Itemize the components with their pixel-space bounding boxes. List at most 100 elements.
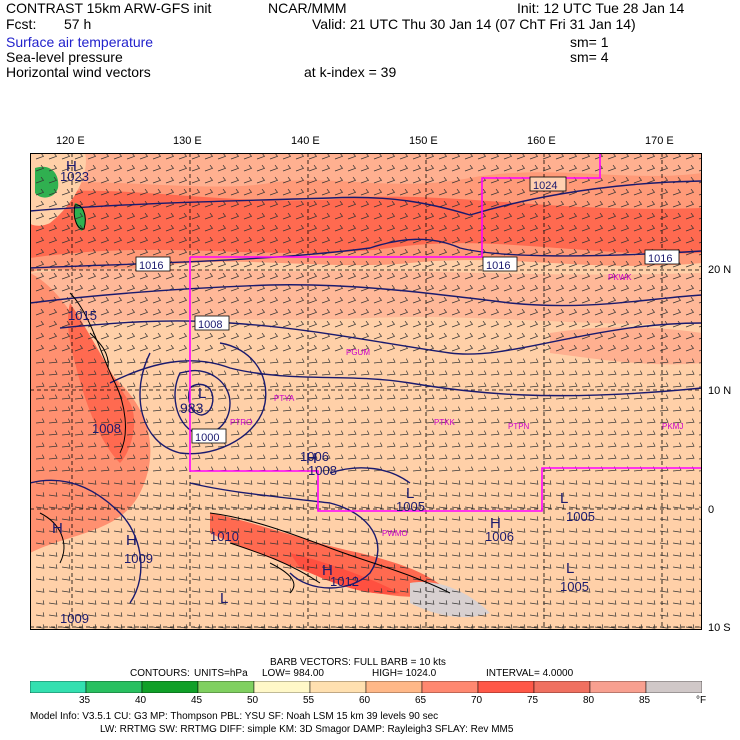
- wind-barb: [152, 466, 162, 472]
- high-center-symbol: H: [490, 515, 501, 532]
- wind-barb: [74, 382, 84, 388]
- wind-barb: [399, 320, 409, 328]
- wind-barb: [48, 284, 58, 292]
- wind-barb: [100, 492, 110, 497]
- wind-barb: [555, 332, 565, 340]
- wind-barb: [659, 564, 669, 569]
- wind-barb: [139, 600, 149, 605]
- wind-barb: [607, 382, 617, 388]
- wind-barb: [243, 454, 253, 460]
- wind-barb: [685, 454, 695, 460]
- wind-barb: [633, 308, 643, 316]
- wind-barb: [529, 576, 539, 581]
- wind-barb: [321, 528, 331, 533]
- wind-barb: [100, 284, 110, 292]
- wind-barb: [48, 430, 58, 436]
- wind-barb: [360, 624, 370, 629]
- wind-barb: [529, 164, 539, 172]
- wind-barb: [204, 600, 214, 605]
- wind-barb: [360, 370, 370, 376]
- wind-barb: [178, 430, 188, 436]
- wind-barb: [542, 492, 552, 497]
- wind-barb: [542, 430, 552, 436]
- wind-barb: [178, 284, 188, 292]
- wind-barb: [87, 504, 97, 509]
- wind-barb: [126, 296, 136, 304]
- wind-barb: [373, 552, 383, 557]
- wind-barb: [685, 248, 695, 256]
- wind-barb: [35, 188, 45, 196]
- lat-label-20n: 20 N: [708, 264, 732, 276]
- wind-barb: [633, 370, 643, 376]
- wind-barb: [334, 504, 344, 509]
- wind-barb: [139, 212, 149, 220]
- wind-barb: [282, 442, 292, 448]
- wind-barb: [529, 454, 539, 460]
- wind-barb: [282, 480, 292, 485]
- wind-barb: [269, 248, 279, 256]
- wind-barb: [386, 260, 396, 268]
- wind-barb: [243, 576, 253, 581]
- wind-barb: [685, 260, 695, 268]
- wind-barb: [87, 588, 97, 593]
- wind-barb: [191, 624, 201, 629]
- wind-barb: [243, 624, 253, 629]
- wind-barb: [542, 296, 552, 304]
- wind-barb: [646, 188, 656, 196]
- wind-barb: [217, 188, 227, 196]
- wind-barb: [347, 272, 357, 280]
- wind-barb: [74, 454, 84, 460]
- wind-barb: [360, 564, 370, 569]
- lon-label-140: 140 E: [291, 135, 320, 147]
- wind-barb: [87, 394, 97, 400]
- wind-barb: [139, 296, 149, 304]
- wind-barb: [438, 320, 448, 328]
- wind-barb: [594, 430, 604, 436]
- wind-barb: [243, 212, 253, 220]
- wind-barb: [529, 212, 539, 220]
- wind-barb: [360, 480, 370, 485]
- wind-barb: [477, 442, 487, 448]
- wind-barb: [633, 588, 643, 593]
- wind-barb: [425, 612, 435, 617]
- wind-barb: [555, 308, 565, 316]
- wind-barb: [35, 272, 45, 280]
- wind-barb: [386, 406, 396, 412]
- wind-barb: [256, 480, 266, 485]
- wind-barb: [295, 588, 305, 593]
- wind-barb: [321, 236, 331, 244]
- wind-barb: [672, 600, 682, 605]
- wind-barb: [412, 320, 422, 328]
- wind-barb: [126, 382, 136, 388]
- wind-barb: [490, 332, 500, 340]
- wind-barb: [126, 552, 136, 557]
- wind-barb: [35, 332, 45, 340]
- wind-barb: [438, 272, 448, 280]
- wind-barb: [633, 480, 643, 485]
- wind-barb: [464, 540, 474, 545]
- wind-barb: [321, 540, 331, 545]
- wind-barb: [451, 224, 461, 232]
- wind-barb: [308, 260, 318, 268]
- wind-barb: [178, 576, 188, 581]
- wind-barb: [386, 552, 396, 557]
- wind-barb: [87, 153, 97, 160]
- wind-barb: [295, 600, 305, 605]
- wind-barb: [542, 454, 552, 460]
- wind-barb: [230, 600, 240, 605]
- wind-barb: [165, 576, 175, 581]
- wind-barb: [295, 454, 305, 460]
- wind-barb: [451, 588, 461, 593]
- wind-barb: [230, 382, 240, 388]
- wind-barb: [633, 454, 643, 460]
- wind-barb: [230, 332, 240, 340]
- wind-barb: [282, 418, 292, 424]
- wind-barb: [113, 612, 123, 617]
- wind-barb: [295, 382, 305, 388]
- wind-barb: [672, 612, 682, 617]
- wind-barb: [438, 164, 448, 172]
- wind-barb: [542, 164, 552, 172]
- wind-barb: [620, 600, 630, 605]
- wind-barb: [555, 454, 565, 460]
- wind-barb: [204, 188, 214, 196]
